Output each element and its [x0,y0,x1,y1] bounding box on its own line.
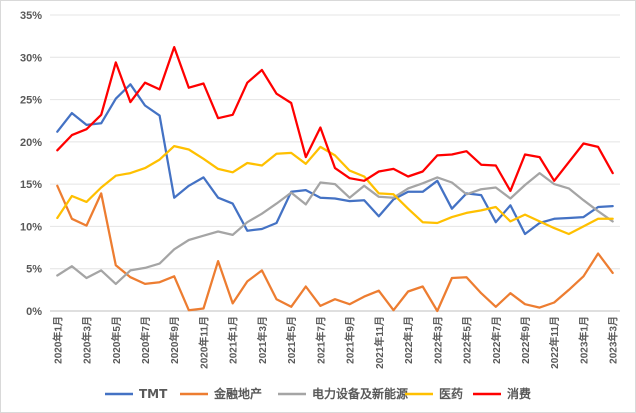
series-line [56,144,614,236]
x-tick-label: 2022年7月 [490,316,503,364]
y-tick-label: 30% [20,52,42,64]
x-tick-label: 2022年9月 [519,316,532,364]
y-tick-label: 5% [26,264,42,276]
series-line [56,184,614,313]
x-tick-label: 2023年1月 [577,316,590,364]
y-tick-label: 10% [20,221,42,233]
y-tick-label: 35% [20,10,42,22]
x-tick-label: 2021年3月 [256,316,269,364]
x-tick-label: 2020年1月 [51,316,64,364]
x-tick-label: 2021年7月 [314,316,327,364]
x-tick-label: 2020年9月 [168,316,181,364]
y-tick-label: 0% [26,306,42,318]
x-tick-label: 2022年3月 [431,316,444,364]
series-lines [56,45,614,313]
legend-label: TMT [139,387,168,401]
x-tick-label: 2022年5月 [461,316,474,364]
y-tick-label: 20% [20,137,42,149]
x-tick-label: 2023年3月 [607,316,620,364]
x-axis-ticks: 2020年1月 2020年3月 2020年5月 2020年7月 2020年9月 2020年… [51,316,619,369]
legend-label: 电力设备及新能源 [312,386,408,401]
x-tick-label: 2021年5月 [285,316,298,364]
y-tick-label: 25% [20,95,42,107]
x-tick-label: 2021年1月 [227,316,240,364]
x-tick-label: 2021年9月 [344,316,357,364]
series-line [56,45,614,193]
y-axis-ticks: 0% 5% 10% 15% 20% 25% 30% 35% [20,10,42,318]
x-tick-label: 2021年11月 [373,316,386,369]
y-tick-label: 15% [20,179,42,191]
legend-label: 消费 [507,386,531,401]
legend: TMT 金融地产 电力设备及新能源 医药 消费 [105,386,531,401]
x-tick-label: 2020年5月 [110,316,123,364]
series-line [56,83,614,236]
gridlines [50,14,620,312]
series-line [56,171,614,286]
x-tick-label: 2022年1月 [402,316,415,364]
x-tick-label: 2020年3月 [81,316,94,364]
x-tick-label: 2022年11月 [548,316,561,369]
x-tick-label: 2020年11月 [197,316,210,369]
legend-label: 金融地产 [213,386,262,401]
legend-label: 医药 [439,386,463,401]
x-tick-label: 2020年7月 [139,316,152,364]
